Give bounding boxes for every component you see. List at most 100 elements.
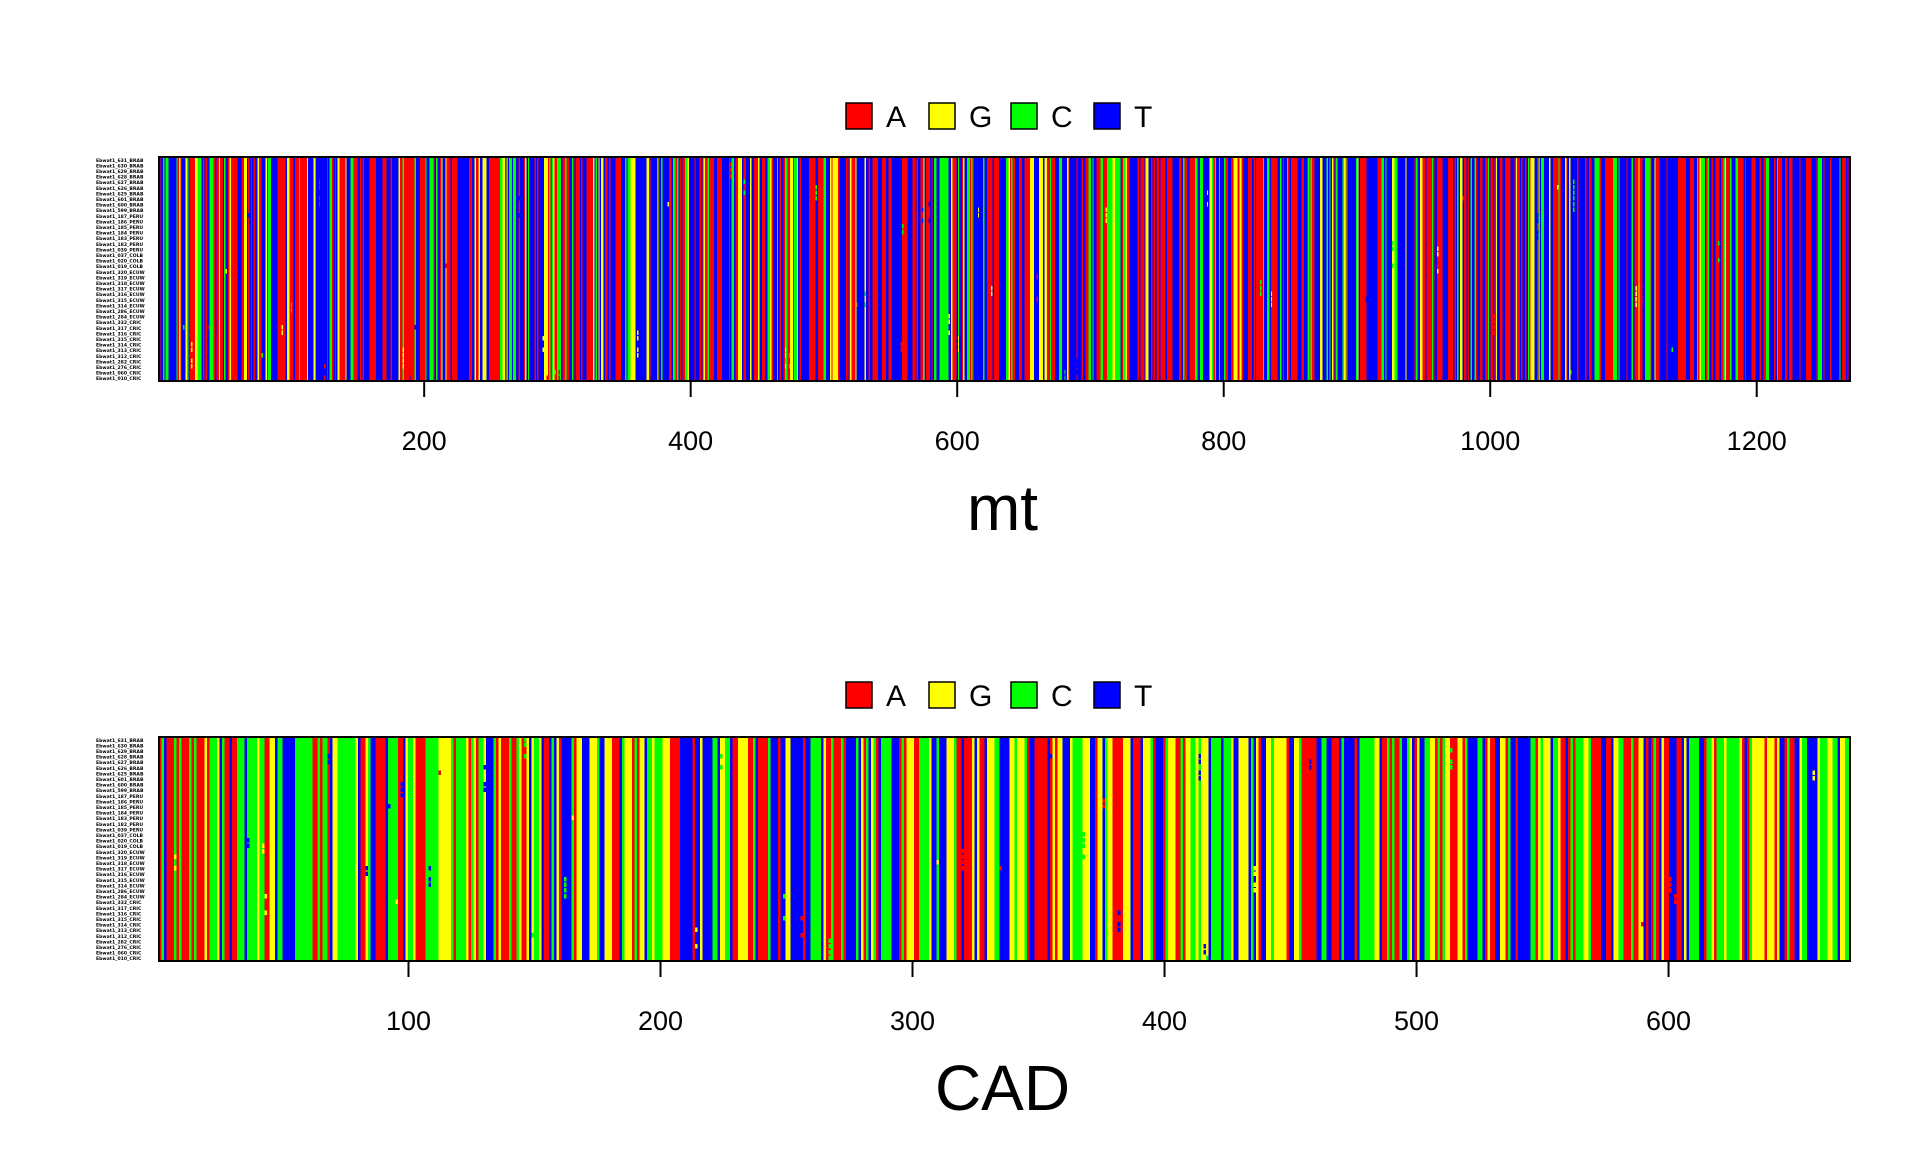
site-column xyxy=(1682,157,1684,381)
variant-cell xyxy=(1437,246,1439,252)
site-column xyxy=(586,737,590,961)
site-column xyxy=(1107,157,1109,381)
site-column xyxy=(1459,157,1462,381)
site-column xyxy=(1839,737,1843,961)
site-column xyxy=(611,157,614,381)
site-column xyxy=(501,737,504,961)
site-column xyxy=(1168,157,1170,381)
site-column xyxy=(314,157,317,381)
site-column xyxy=(1686,157,1688,381)
site-column xyxy=(1344,737,1347,961)
site-column xyxy=(1769,737,1773,961)
site-column xyxy=(827,157,829,381)
variant-cell xyxy=(864,291,867,296)
site-column xyxy=(738,157,740,381)
site-column xyxy=(851,157,853,381)
site-column xyxy=(1189,157,1192,381)
site-column xyxy=(425,157,427,381)
site-column xyxy=(1228,157,1230,381)
site-column xyxy=(1281,737,1285,961)
site-column xyxy=(211,737,215,961)
site-column xyxy=(470,157,473,381)
variant-cell xyxy=(400,793,404,798)
site-column xyxy=(569,737,572,961)
site-column xyxy=(1016,157,1019,381)
site-column xyxy=(617,157,619,381)
site-column xyxy=(526,737,530,961)
site-column xyxy=(1698,157,1700,381)
site-column xyxy=(1325,157,1327,381)
site-column xyxy=(411,157,414,381)
site-column xyxy=(352,737,356,961)
site-column xyxy=(201,157,204,381)
site-column xyxy=(1794,737,1798,961)
variant-cell xyxy=(899,235,901,240)
site-column xyxy=(1792,737,1795,961)
site-column xyxy=(1329,157,1331,381)
site-column xyxy=(1011,157,1013,381)
site-column xyxy=(1393,157,1395,381)
variant-cell xyxy=(564,882,567,888)
site-column xyxy=(892,157,895,381)
site-column xyxy=(1092,737,1096,961)
site-column xyxy=(828,157,831,381)
site-column xyxy=(881,737,884,961)
site-column xyxy=(1457,157,1459,381)
site-column xyxy=(687,157,690,381)
site-column xyxy=(1631,737,1634,961)
variant-cell xyxy=(318,185,321,190)
site-column xyxy=(1348,157,1350,381)
site-column xyxy=(1510,157,1513,381)
site-column xyxy=(299,737,303,961)
site-column xyxy=(257,157,260,381)
site-column xyxy=(1832,157,1835,381)
site-column xyxy=(1115,737,1118,961)
variant-cell xyxy=(991,285,993,291)
variant-cell xyxy=(387,804,391,809)
site-column xyxy=(1560,737,1564,961)
site-column xyxy=(582,157,584,381)
site-column xyxy=(1158,157,1161,381)
site-column xyxy=(284,737,288,961)
site-column xyxy=(838,157,840,381)
sequence-label: Ebwat1_319_ECUW xyxy=(96,855,145,861)
variant-cell xyxy=(342,888,346,893)
site-column xyxy=(1611,157,1614,381)
site-column xyxy=(450,737,454,961)
variant-cell xyxy=(1203,944,1207,949)
site-column xyxy=(654,737,658,961)
site-column xyxy=(1142,737,1146,961)
site-column xyxy=(431,157,434,381)
site-column xyxy=(591,737,595,961)
site-column xyxy=(405,737,409,961)
site-column xyxy=(1518,157,1521,381)
site-column xyxy=(739,157,742,381)
site-column xyxy=(340,737,343,961)
site-column xyxy=(289,737,293,961)
site-column xyxy=(606,737,610,961)
site-column xyxy=(1361,737,1365,961)
site-column xyxy=(1089,157,1092,381)
variant-cell xyxy=(1206,190,1209,196)
site-column xyxy=(1636,737,1639,961)
site-column xyxy=(564,737,567,961)
site-column xyxy=(1141,157,1144,381)
site-column xyxy=(237,737,240,961)
site-column xyxy=(316,157,318,381)
site-column xyxy=(604,737,608,961)
site-column xyxy=(338,157,341,381)
site-column xyxy=(618,157,620,381)
site-column xyxy=(654,157,656,381)
variant-cell xyxy=(247,843,250,848)
sequence-label: Ebwat1_039_PERU xyxy=(96,247,143,253)
site-column xyxy=(161,157,164,381)
site-column xyxy=(1021,157,1024,381)
site-column xyxy=(793,737,796,961)
site-column xyxy=(886,737,889,961)
site-column xyxy=(528,737,532,961)
sequence-label: Ebwat1_627_BRAB xyxy=(96,180,144,186)
variant-cell xyxy=(1493,325,1495,330)
site-column xyxy=(1435,157,1438,381)
site-column xyxy=(288,157,290,381)
site-column xyxy=(1035,157,1037,381)
